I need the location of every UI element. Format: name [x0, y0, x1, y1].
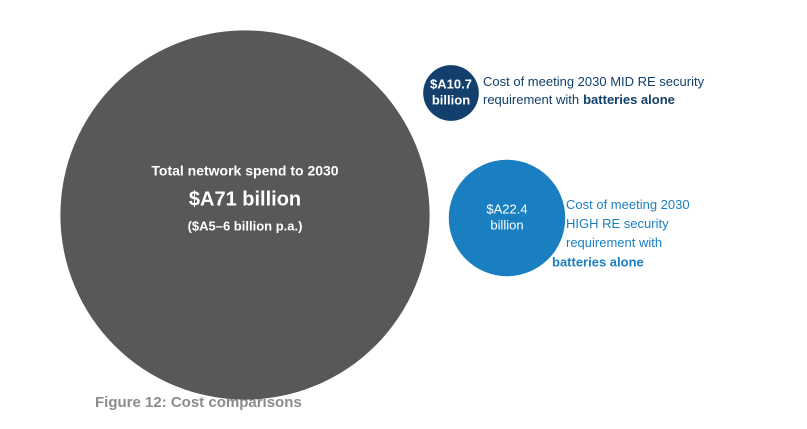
- note-text: Cost of meeting 2030: [566, 197, 690, 212]
- value-label: $A71 billion: [189, 188, 301, 210]
- bubble-subtext: ($A5–6 billion p.a.): [188, 218, 303, 233]
- note-text: requirement with: [483, 92, 579, 107]
- value-label: billion: [490, 217, 523, 232]
- note-text: HIGH RE security: [566, 216, 669, 231]
- bubble: [448, 159, 566, 277]
- note-line: Cost of meeting 2030: [566, 197, 690, 212]
- value-label: $A22.4: [486, 201, 527, 216]
- note-line: HIGH RE security: [566, 216, 669, 231]
- note-line: requirement with batteries alone: [483, 92, 675, 107]
- note-bold: batteries alone: [552, 254, 644, 269]
- note-line: requirement with: [566, 235, 662, 250]
- value-label: $A10.7: [430, 76, 472, 91]
- bubble: [60, 30, 430, 400]
- value-label: billion: [432, 92, 470, 107]
- note-text: Cost of meeting 2030 MID RE security: [483, 74, 705, 89]
- note-line: Cost of meeting 2030 MID RE security: [483, 74, 705, 89]
- bubble: [423, 65, 479, 121]
- note-bold: batteries alone: [583, 92, 675, 107]
- bubble-heading: Total network spend to 2030: [151, 163, 338, 179]
- note-text: requirement with: [566, 235, 662, 250]
